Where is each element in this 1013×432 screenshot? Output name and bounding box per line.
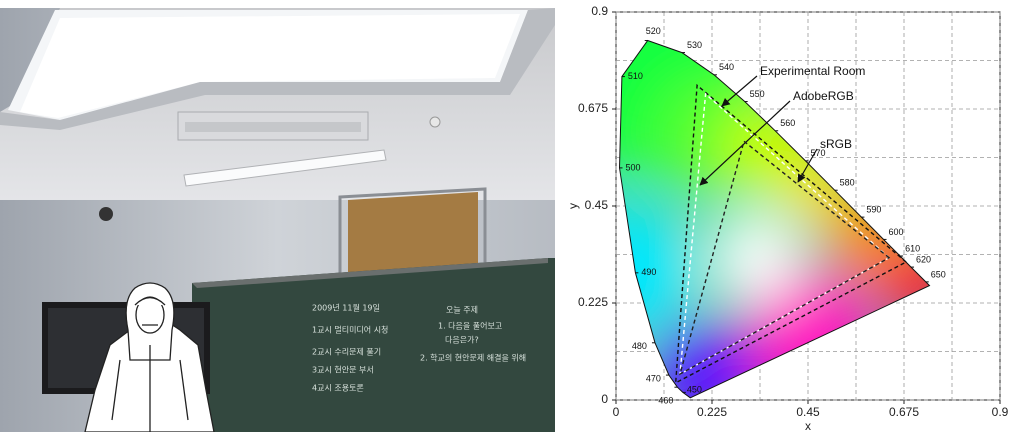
y-axis-label: y — [566, 203, 580, 209]
y-tick-label: 0 — [601, 392, 608, 406]
y-tick-label: 0.225 — [578, 295, 608, 309]
photo: 2009년 11월 19일 1교시 멀티미디어 시청 2교시 수리문제 풀기 3교시 … — [0, 8, 555, 432]
page: 2009년 11월 19일 1교시 멀티미디어 시청 2교시 수리문제 풀기 3교시 … — [0, 0, 1013, 432]
y-tick-label: 0.9 — [591, 4, 608, 18]
x-tick-label: 0.225 — [697, 405, 727, 419]
chart: 4504604704804905005105205305405505605705… — [530, 0, 1013, 432]
annotation: AdobeRGB — [793, 89, 854, 103]
wavelength-label: 490 — [641, 267, 656, 277]
y-tick-label: 0.45 — [585, 198, 609, 212]
wavelength-label: 650 — [931, 269, 946, 279]
board-line: 3교시 현안문 부서 — [312, 365, 374, 375]
board-line: 1. 다음을 풀어보고 — [438, 321, 502, 331]
annotation: sRGB — [820, 137, 852, 151]
board-line: 다음은가? — [445, 336, 479, 345]
board-line: 4교시 조용토론 — [312, 384, 364, 393]
wavelength-label: 460 — [658, 396, 673, 406]
wavelength-label: 560 — [780, 118, 795, 128]
x-tick-label: 0.9 — [992, 405, 1009, 419]
board-line: 2교시 수리문제 풀기 — [312, 348, 381, 357]
wavelength-label: 500 — [625, 162, 640, 172]
board-line: 1교시 멀티미디어 시청 — [312, 325, 388, 335]
y-tick-label: 0.675 — [578, 101, 608, 115]
x-tick-label: 0 — [613, 405, 620, 419]
wavelength-label: 550 — [750, 89, 765, 99]
gamut-color — [712, 213, 802, 303]
board-line: 오늘 주제 — [446, 306, 478, 315]
x-tick-label: 0.675 — [889, 405, 919, 419]
x-axis-label: x — [805, 419, 811, 432]
wavelength-label: 540 — [719, 62, 734, 72]
wavelength-label: 510 — [628, 71, 643, 81]
board-line: 2. 학교의 현안문제 해결을 위해 — [420, 353, 526, 363]
wavelength-label: 450 — [687, 385, 702, 395]
wavelength-label: 590 — [866, 204, 881, 214]
wavelength-label: 620 — [916, 254, 931, 264]
wavelength-label: 580 — [840, 178, 855, 188]
x-tick-label: 0.45 — [796, 405, 820, 419]
wavelength-label: 530 — [687, 40, 702, 50]
annotation: Experimental Room — [760, 64, 865, 78]
wavelength-label: 470 — [646, 373, 661, 383]
wavelength-label: 480 — [632, 341, 647, 351]
board-line: 2009년 11월 19일 — [312, 303, 380, 313]
wavelength-label: 600 — [889, 227, 904, 237]
wavelength-label: 520 — [646, 26, 661, 36]
wavelength-label: 610 — [905, 243, 920, 253]
